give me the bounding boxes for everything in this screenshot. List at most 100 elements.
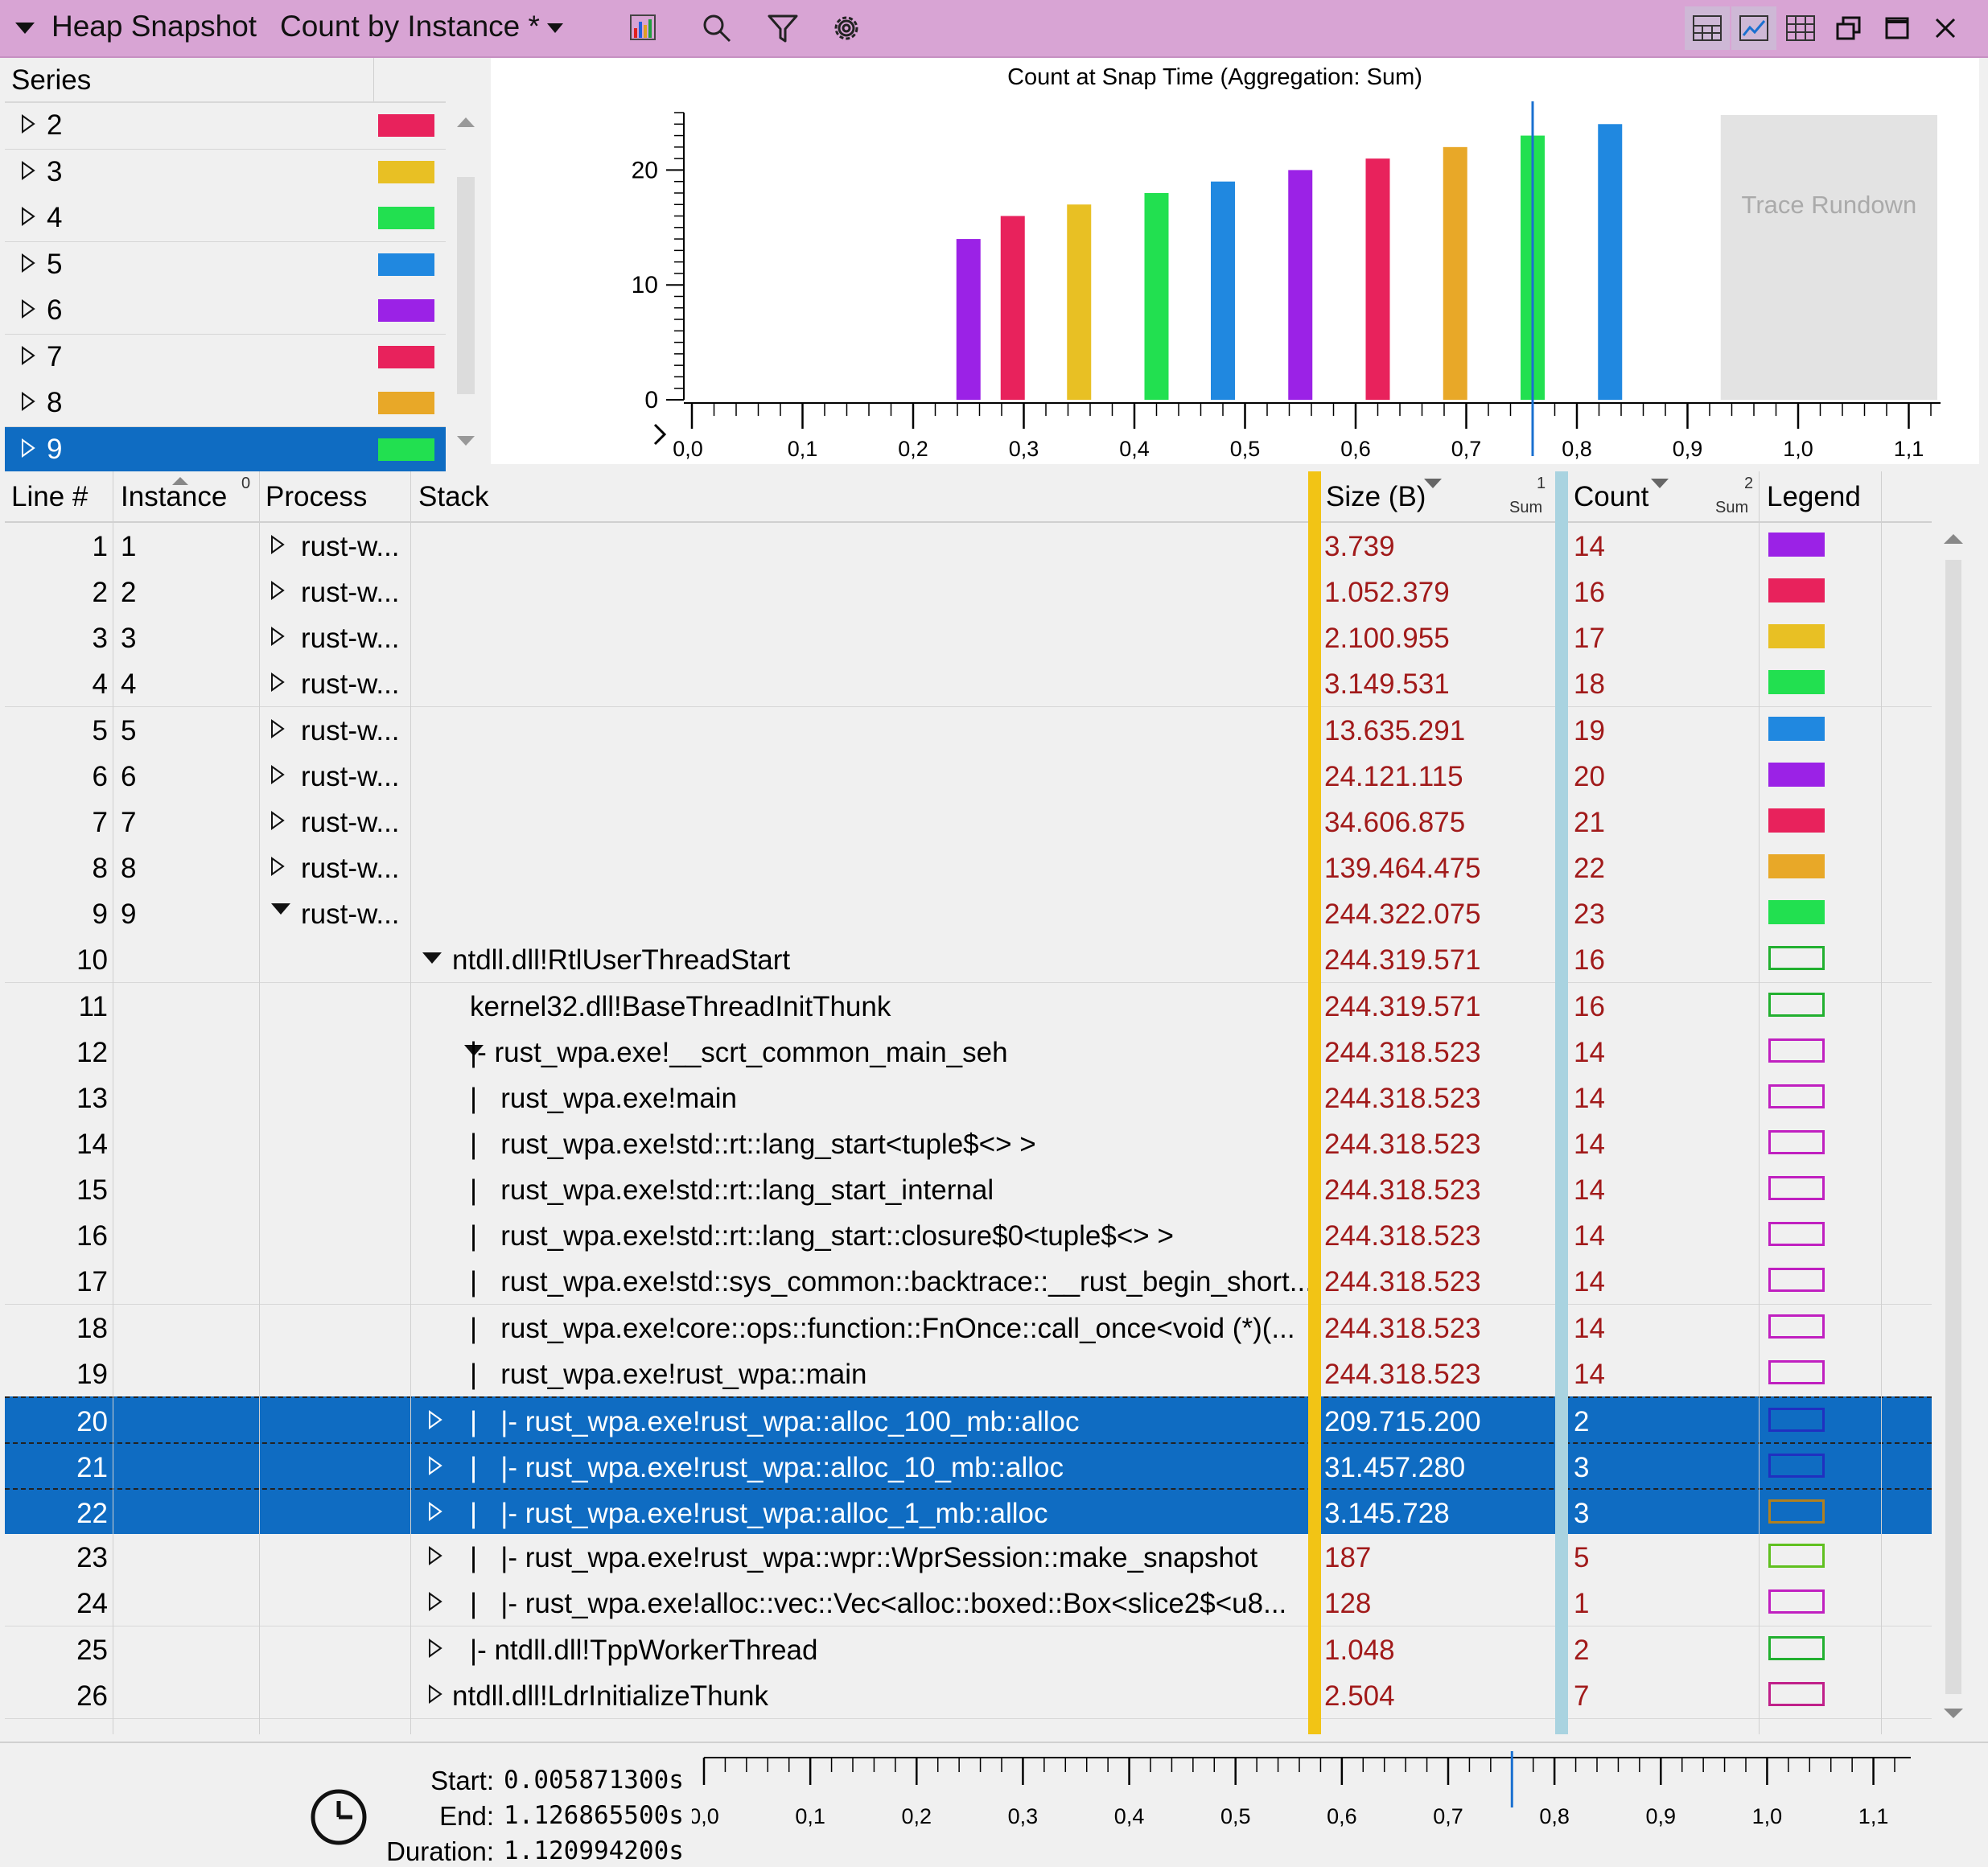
expand-icon[interactable] [270, 626, 285, 651]
table-row[interactable]: 2 2 rust-w... 1.052.379 16 [5, 569, 1932, 616]
table-graph-icon[interactable] [1685, 6, 1730, 50]
table-scrollbar[interactable] [1937, 523, 1969, 1729]
expand-icon[interactable] [428, 1684, 442, 1709]
col-header-process[interactable]: Process [265, 481, 368, 512]
col-header-size[interactable]: Size (B) [1326, 481, 1426, 512]
table-row[interactable]: 10 ntdll.dll!RtlUserThreadStart 244.319.57… [5, 936, 1932, 984]
count-cell: 21 [1574, 806, 1605, 838]
table-row[interactable]: 11 kernel32.dll!BaseThreadInitThunk 244.31… [5, 982, 1932, 1030]
expand-icon[interactable] [270, 580, 285, 605]
col-header-stack[interactable]: Stack [418, 481, 489, 512]
expand-icon[interactable] [270, 718, 285, 743]
table-row[interactable]: 8 8 rust-w... 139.464.475 22 [5, 845, 1932, 892]
table-row[interactable]: 20 | |- rust_wpa.exe!rust_wpa::alloc_100_… [5, 1396, 1932, 1445]
expand-icon[interactable] [428, 1591, 442, 1616]
expand-icon[interactable] [21, 160, 35, 184]
table-row[interactable]: 7 7 rust-w... 34.606.875 21 [5, 798, 1932, 845]
table-row[interactable]: 3 3 rust-w... 2.100.955 17 [5, 615, 1932, 662]
collapse-icon[interactable] [270, 902, 291, 922]
filter-icon[interactable] [763, 8, 803, 48]
table-row[interactable]: 13 | rust_wpa.exe!main 244.318.523 14 [5, 1074, 1932, 1121]
table-row[interactable]: 18 | rust_wpa.exe!core::ops::function::Fn… [5, 1304, 1932, 1351]
table-row[interactable]: 17 | rust_wpa.exe!std::sys_common::backtr… [5, 1258, 1932, 1306]
table-row[interactable]: 14 | rust_wpa.exe!std::rt::lang_start<tup… [5, 1120, 1932, 1167]
expand-icon[interactable] [21, 114, 35, 138]
expand-icon[interactable] [428, 1409, 442, 1434]
process-cell: rust-w... [301, 623, 400, 655]
expand-icon[interactable] [21, 253, 35, 277]
table-row[interactable]: 25 |- ntdll.dll!TppWorkerThread 1.048 2 [5, 1626, 1932, 1673]
maximize-icon[interactable] [1875, 6, 1920, 50]
table-row[interactable]: 12 |- rust_wpa.exe!__scrt_common_main_seh… [5, 1028, 1932, 1075]
close-icon[interactable] [1923, 6, 1968, 50]
chart-icon[interactable] [622, 8, 662, 48]
expand-icon[interactable] [428, 1638, 442, 1663]
settings-icon[interactable] [826, 8, 866, 48]
series-row[interactable]: 3 [5, 149, 446, 196]
expand-icon[interactable] [270, 810, 285, 835]
bar [1288, 170, 1313, 400]
col-divider[interactable] [1881, 471, 1882, 1734]
view-preset-chevron-down-icon[interactable] [535, 8, 575, 48]
size-cell: 187 [1324, 1542, 1372, 1574]
table-row[interactable]: 16 | rust_wpa.exe!std::rt::lang_start::cl… [5, 1212, 1932, 1260]
collapse-icon[interactable] [463, 1043, 484, 1063]
expand-icon[interactable] [21, 438, 35, 462]
series-row[interactable]: 2 [5, 103, 446, 150]
expand-icon[interactable] [428, 1545, 442, 1570]
expand-icon[interactable] [270, 764, 285, 789]
view-preset-dropdown[interactable]: Count by Instance * [280, 10, 540, 43]
expand-icon[interactable] [21, 207, 35, 230]
col-divider[interactable] [259, 471, 260, 1734]
col-divider[interactable] [1759, 471, 1760, 1734]
pivot-gold-bar[interactable] [1308, 471, 1321, 1734]
start-value[interactable]: 0.005871300s [504, 1766, 684, 1795]
series-row[interactable]: 6 [5, 288, 446, 335]
footer-time-axis[interactable]: 0,0 0,1 0,2 0,3 0,4 0,5 0,6 0,7 0,8 0,9 1,0 1,1 [692, 1751, 1947, 1856]
expand-icon[interactable] [270, 534, 285, 559]
end-value[interactable]: 1.126865500s [504, 1801, 684, 1830]
table-icon[interactable] [1778, 6, 1823, 50]
expand-icon[interactable] [428, 1501, 442, 1526]
table-row[interactable]: 23 | |- rust_wpa.exe!rust_wpa::wpr::WprSe… [5, 1534, 1932, 1581]
table-row[interactable]: 4 4 rust-w... 3.149.531 18 [5, 660, 1932, 708]
series-row[interactable]: 4 [5, 195, 446, 242]
expand-icon[interactable] [21, 299, 35, 323]
clock-icon[interactable] [309, 1787, 368, 1851]
graph-column-bar[interactable] [1555, 471, 1568, 1734]
table-row[interactable]: 6 6 rust-w... 24.121.115 20 [5, 752, 1932, 800]
restore-icon[interactable] [1826, 6, 1871, 50]
table-row[interactable]: 22 | |- rust_wpa.exe!rust_wpa::alloc_1_mb… [5, 1488, 1932, 1537]
table-row[interactable]: 15 | rust_wpa.exe!std::rt::lang_start_int… [5, 1166, 1932, 1214]
search-icon[interactable] [697, 8, 737, 48]
series-row[interactable]: 7 [5, 334, 446, 381]
series-row[interactable]: 5 [5, 241, 446, 289]
col-header-legend[interactable]: Legend [1767, 481, 1861, 512]
series-row[interactable]: 8 [5, 380, 446, 427]
duration-value[interactable]: 1.120994200s [504, 1836, 684, 1865]
collapse-panel-icon[interactable] [5, 8, 45, 48]
col-header-instance[interactable]: Instance [121, 481, 228, 512]
count-cell: 2 [1574, 1405, 1590, 1437]
table-row[interactable]: 19 | rust_wpa.exe!rust_wpa::main 244.318.5… [5, 1350, 1932, 1397]
expand-icon[interactable] [21, 392, 35, 415]
expand-icon[interactable] [428, 1455, 442, 1480]
expand-icon[interactable] [270, 856, 285, 881]
table-row[interactable]: 1 1 rust-w... 3.739 14 [5, 523, 1932, 570]
table-row[interactable]: 26 ntdll.dll!LdrInitializeThunk 2.504 7 [5, 1672, 1932, 1719]
col-header-count[interactable]: Count [1574, 481, 1649, 512]
table-row[interactable]: 21 | |- rust_wpa.exe!rust_wpa::alloc_10_m… [5, 1442, 1932, 1491]
series-scrollbar[interactable] [454, 105, 478, 459]
series-row[interactable]: 9 [5, 426, 446, 474]
collapse-icon[interactable] [422, 951, 442, 971]
col-divider[interactable] [410, 471, 411, 1734]
chart-area[interactable]: Count at Snap Time (Aggregation: Sum) Tr… [491, 58, 1979, 464]
table-row[interactable]: 24 | |- rust_wpa.exe!alloc::vec::Vec<allo… [5, 1580, 1932, 1627]
expand-icon[interactable] [21, 345, 35, 369]
expand-icon[interactable] [270, 672, 285, 697]
table-row[interactable]: 9 9 rust-w... 244.322.075 23 [5, 890, 1932, 938]
table-row[interactable]: 5 5 rust-w... 13.635.291 19 [5, 706, 1932, 754]
col-header-line[interactable]: Line # [11, 481, 88, 512]
x-tick-label: 0,0 [673, 437, 703, 461]
graph-icon[interactable] [1731, 6, 1776, 50]
